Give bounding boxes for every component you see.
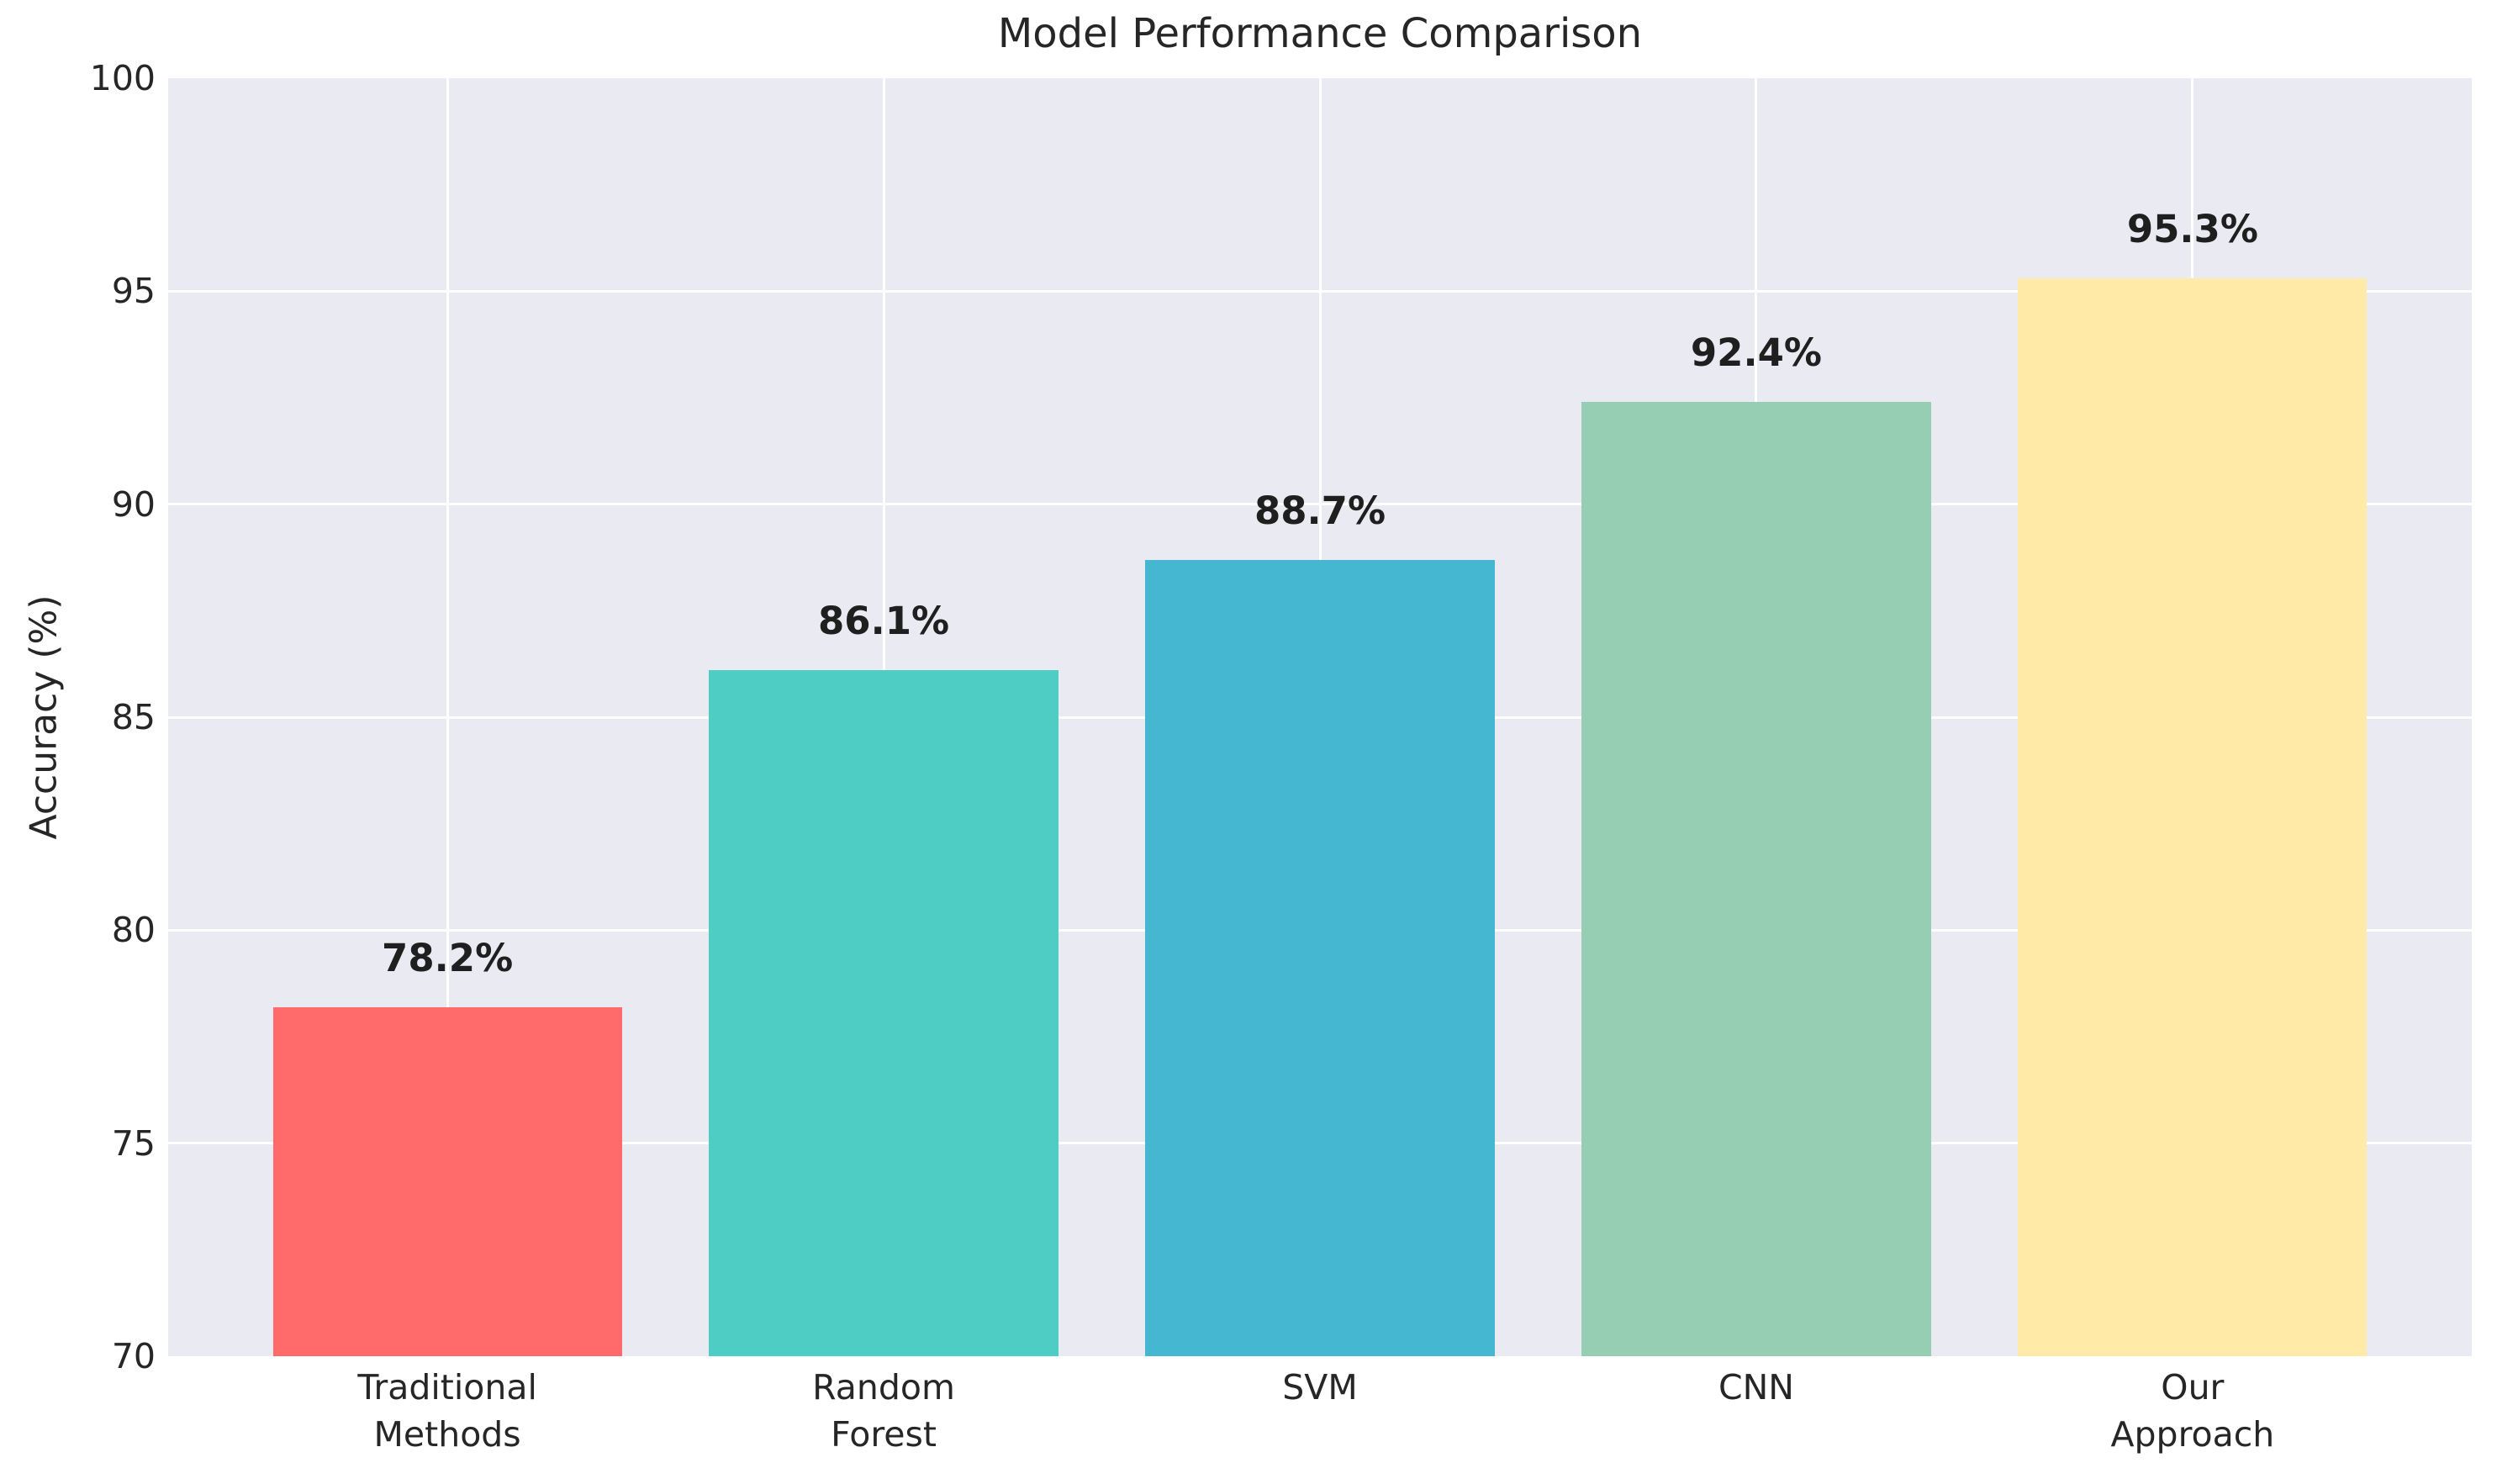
y-tick-label-100: 100 bbox=[89, 58, 156, 98]
bar-our-approach bbox=[2018, 278, 2368, 1356]
x-tick-label-line: Traditional bbox=[357, 1367, 537, 1407]
bar-value-label-cnn: 92.4% bbox=[1690, 330, 1822, 376]
x-tick-label-line: Random bbox=[812, 1367, 955, 1407]
plot-area: 78.2% 86.1% 88.7% 92.4% 95.3% bbox=[168, 78, 2472, 1356]
y-tick-label-90: 90 bbox=[111, 483, 156, 525]
y-tick-label-85: 85 bbox=[111, 697, 156, 737]
x-tick-label-line: CNN bbox=[1718, 1367, 1794, 1407]
x-tick-label-traditional-methods: Traditional Methods bbox=[357, 1364, 536, 1458]
bar-value-label-our-approach: 95.3% bbox=[2126, 207, 2258, 252]
bar-svm bbox=[1145, 559, 1495, 1356]
bar-value-label-random-forest: 86.1% bbox=[817, 599, 950, 644]
chart-title: Model Performance Comparison bbox=[997, 10, 1643, 57]
bar-value-label-traditional-methods: 78.2% bbox=[382, 935, 514, 980]
x-tick-label-line: Forest bbox=[831, 1414, 937, 1455]
bar-cnn bbox=[1581, 402, 1931, 1356]
vertical-gridline bbox=[446, 78, 449, 1356]
x-tick-label-line: Our bbox=[2161, 1367, 2225, 1407]
x-tick-label-line: Methods bbox=[373, 1414, 521, 1455]
bar-random-forest bbox=[709, 670, 1058, 1356]
x-tick-label-cnn: CNN bbox=[1718, 1364, 1794, 1411]
x-tick-label-random-forest: Random Forest bbox=[812, 1364, 955, 1458]
bar-traditional-methods bbox=[272, 1006, 622, 1356]
y-tick-label-80: 80 bbox=[111, 910, 156, 951]
y-tick-label-95: 95 bbox=[111, 271, 156, 312]
x-tick-label-svm: SVM bbox=[1282, 1364, 1357, 1411]
y-tick-label-70: 70 bbox=[111, 1336, 156, 1376]
x-tick-label-line: SVM bbox=[1282, 1367, 1358, 1407]
x-tick-label-line: Approach bbox=[2110, 1414, 2275, 1455]
y-tick-label-75: 75 bbox=[111, 1122, 156, 1164]
bar-value-label-svm: 88.7% bbox=[1254, 488, 1386, 533]
x-tick-label-our-approach: Our Approach bbox=[2110, 1364, 2274, 1458]
y-axis-label: Accuracy (%) bbox=[22, 594, 66, 840]
